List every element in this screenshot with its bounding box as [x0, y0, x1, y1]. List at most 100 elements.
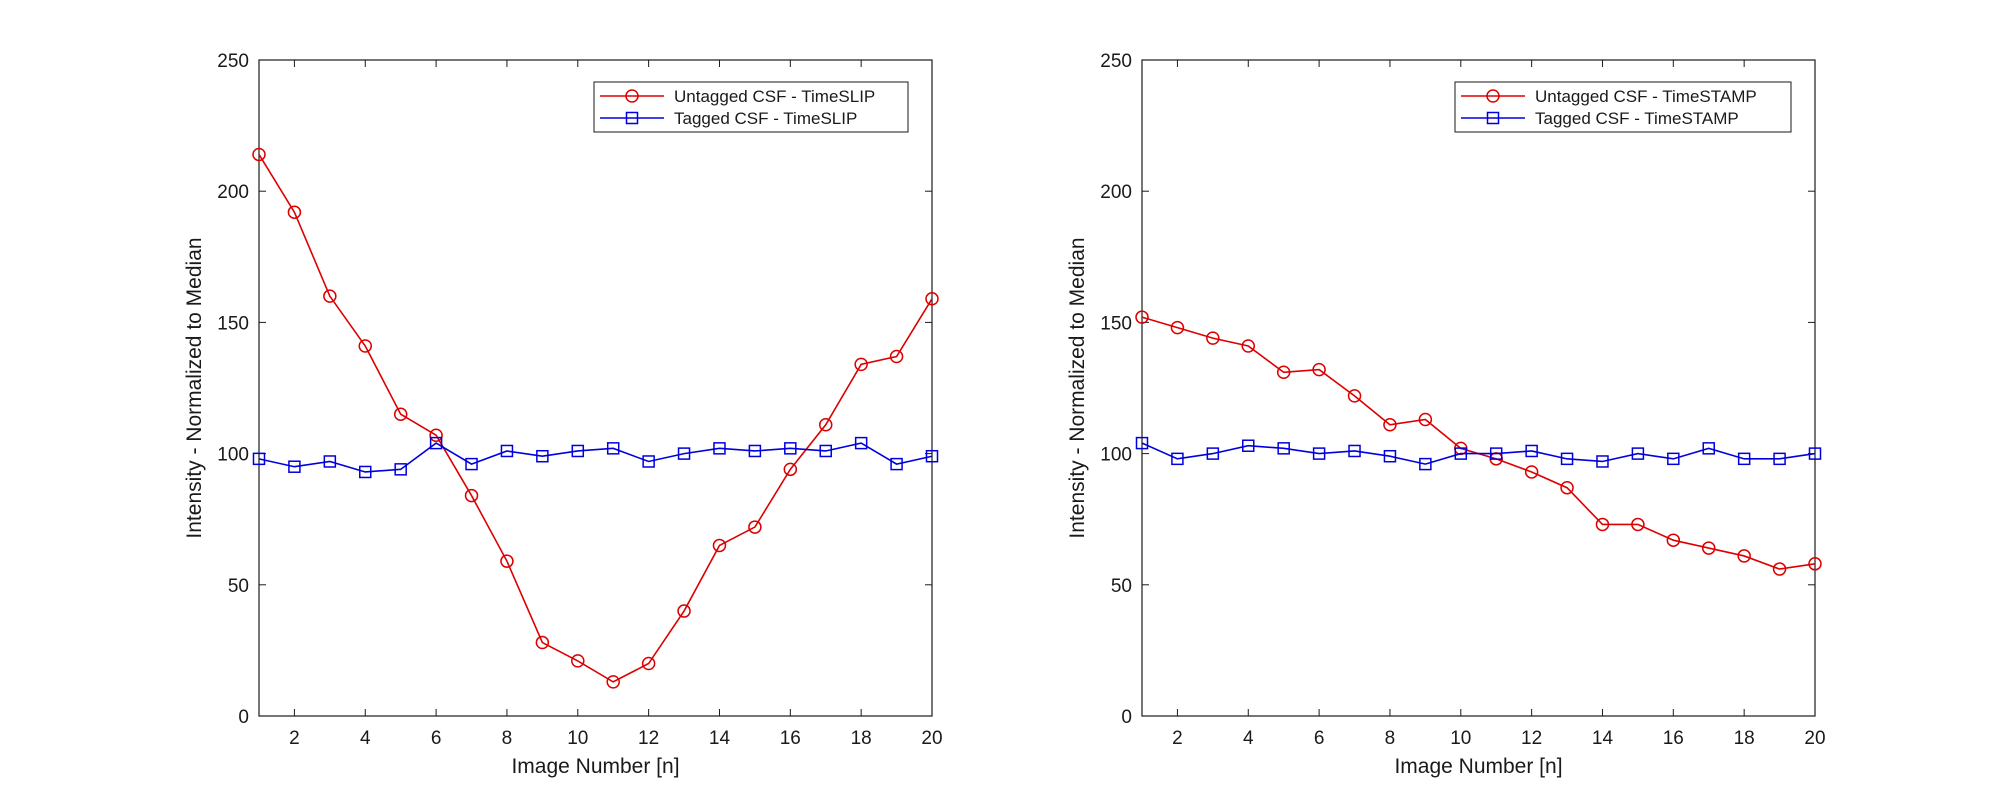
data-point-square: [323, 455, 337, 468]
y-tick-label: 200: [1100, 182, 1132, 203]
data-point-square: [1277, 442, 1290, 455]
x-tick-label: 20: [921, 728, 942, 749]
data-point-circle: [571, 654, 585, 668]
y-tick-label: 250: [217, 51, 249, 72]
x-tick-label: 6: [431, 728, 442, 749]
data-point-circle: [1595, 517, 1610, 532]
y-tick-label: 0: [1121, 707, 1132, 728]
x-tick-label: 2: [1172, 728, 1183, 749]
legend-marker-square: [1486, 111, 1500, 125]
data-point-circle: [712, 538, 727, 553]
data-point-square: [854, 436, 868, 450]
legend-box: [1454, 81, 1792, 133]
data-point-square: [1631, 447, 1645, 460]
y-tick-label: 100: [217, 445, 249, 466]
data-point-circle: [889, 349, 904, 364]
data-point-square: [288, 460, 301, 473]
data-point-square: [1737, 452, 1751, 466]
data-point-circle: [358, 339, 373, 353]
data-point-square: [713, 442, 726, 455]
x-tick-label: 10: [1450, 728, 1471, 749]
data-point-square: [1525, 444, 1538, 458]
legend-label: Untagged CSF - TimeSTAMP: [1535, 87, 1757, 106]
data-point-square: [429, 436, 443, 450]
y-tick-label: 0: [238, 707, 249, 728]
data-point-square: [500, 444, 514, 458]
data-point-square: [1348, 444, 1361, 458]
y-tick-label: 100: [1100, 445, 1132, 466]
data-point-circle: [1276, 365, 1291, 380]
data-point-square: [1454, 447, 1468, 460]
y-tick-label: 150: [1100, 313, 1132, 334]
x-tick-label: 16: [1663, 728, 1684, 749]
x-tick-label: 8: [1385, 728, 1396, 749]
x-tick-label: 4: [360, 728, 371, 749]
legend-marker-circle: [1486, 89, 1500, 103]
data-point-circle: [1737, 549, 1751, 563]
x-tick-label: 18: [1734, 728, 1755, 749]
y-axis-title: Intensity - Normalized to Median: [1066, 237, 1089, 538]
data-point-square: [1419, 457, 1432, 471]
data-point-circle: [748, 520, 762, 534]
data-point-square: [677, 447, 691, 460]
data-point-circle: [1418, 412, 1433, 427]
data-point-circle: [252, 147, 266, 162]
data-point-circle: [500, 554, 514, 568]
data-point-circle: [429, 428, 443, 442]
y-tick-label: 150: [217, 313, 249, 334]
data-point-square: [359, 465, 372, 479]
x-axis-title: Image Number [n]: [1394, 755, 1562, 778]
y-tick-label: 250: [1100, 51, 1132, 72]
x-tick-label: 14: [1592, 728, 1614, 749]
data-point-square: [748, 444, 762, 458]
legend-marker-square: [625, 111, 639, 125]
data-point-square: [642, 455, 655, 468]
x-tick-label: 20: [1804, 728, 1825, 749]
data-point-circle: [1631, 517, 1645, 532]
data-point-circle: [1524, 465, 1539, 479]
data-point-circle: [854, 357, 868, 372]
data-point-square: [252, 452, 266, 466]
data-point-square: [1596, 455, 1609, 468]
data-point-square: [1560, 452, 1574, 466]
data-point-square: [465, 457, 478, 471]
x-tick-label: 12: [638, 728, 659, 749]
data-point-square: [1312, 447, 1326, 460]
y-axis-title: Intensity - Normalized to Median: [183, 237, 206, 538]
data-point-circle: [606, 675, 620, 689]
data-point-square: [1702, 442, 1715, 455]
x-axis-title: Image Number [n]: [511, 755, 679, 778]
data-point-square: [394, 463, 407, 476]
data-point-square: [571, 444, 585, 458]
x-tick-label: 4: [1243, 728, 1254, 749]
data-point-circle: [783, 462, 798, 477]
data-point-circle: [641, 656, 656, 671]
data-point-circle: [1808, 557, 1822, 571]
data-point-circle: [925, 292, 939, 306]
data-point-circle: [1312, 362, 1326, 377]
data-point-circle: [1206, 331, 1220, 345]
legend-marker-circle: [625, 89, 639, 103]
data-point-circle: [818, 417, 833, 432]
data-point-square: [1773, 452, 1786, 466]
data-point-circle: [1170, 320, 1185, 335]
plot-frame: [258, 59, 933, 717]
data-point-circle: [287, 205, 302, 219]
data-point-circle: [393, 407, 408, 421]
data-point-circle: [535, 635, 550, 650]
data-point-square: [1206, 447, 1220, 460]
legend-label: Untagged CSF - TimeSLIP: [674, 87, 875, 106]
data-point-circle: [1701, 541, 1716, 555]
data-point-circle: [323, 289, 337, 303]
data-point-circle: [464, 488, 479, 503]
y-tick-label: 200: [217, 182, 249, 203]
data-point-square: [1489, 447, 1503, 460]
x-tick-label: 8: [502, 728, 513, 749]
plot-frame: [1141, 59, 1816, 717]
x-tick-label: 6: [1314, 728, 1325, 749]
legend-box: [593, 81, 909, 133]
data-point-square: [890, 457, 903, 471]
